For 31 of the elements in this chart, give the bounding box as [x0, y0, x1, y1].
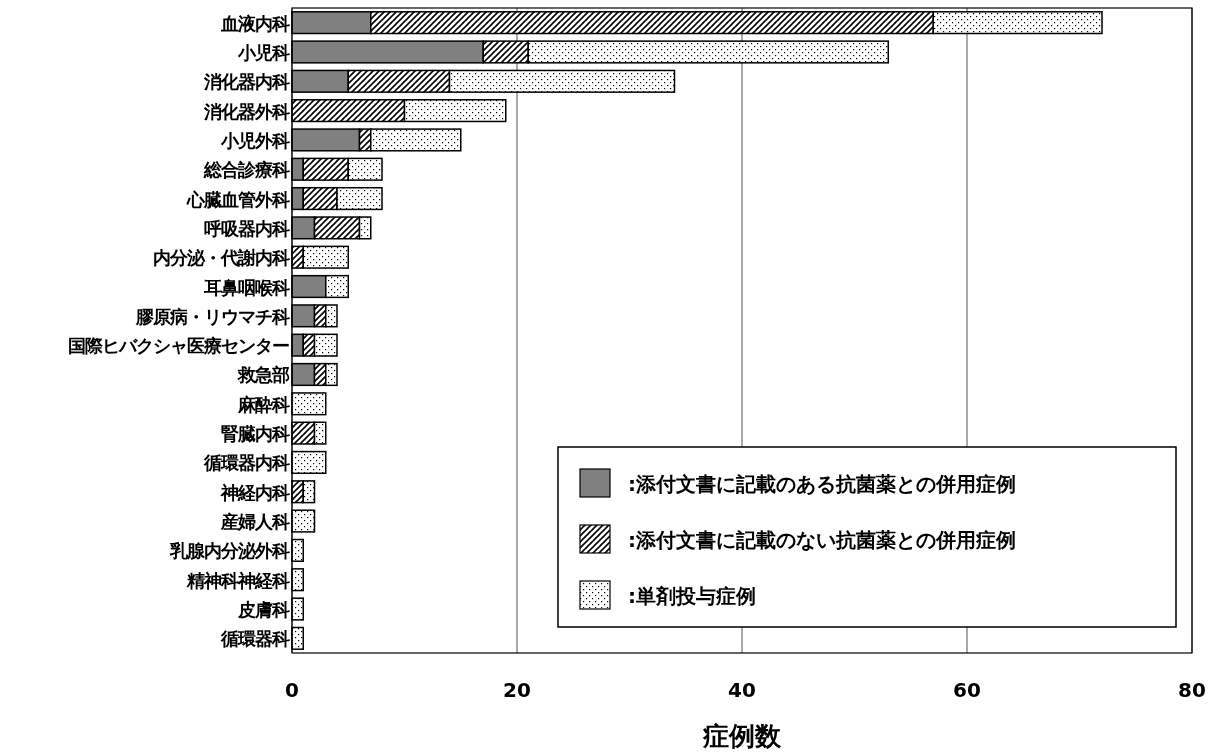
y-tick-label: 皮膚科 [237, 599, 290, 621]
x-tick-label: 20 [503, 678, 531, 702]
y-tick-label: 消化器内科 [203, 71, 290, 93]
y-tick-label: 小児外科 [220, 129, 290, 151]
y-tick-label: 循環器内科 [203, 452, 290, 474]
x-axis-title: 症例数 [702, 721, 782, 751]
legend-label: :添付文書に記載のある抗菌薬との併用症例 [628, 472, 1016, 496]
y-tick-label: 呼吸器内科 [204, 217, 290, 239]
y-tick-label: 血液内科 [220, 12, 290, 34]
y-tick-label: 消化器外科 [203, 100, 290, 122]
y-tick-label: 循環器科 [220, 628, 290, 650]
y-tick-label: 乳腺内分泌外科 [169, 540, 290, 562]
y-tick-label: 小児科 [237, 41, 290, 63]
y-tick-label: 精神科神経科 [186, 569, 290, 591]
y-tick-label: 耳鼻咽喉科 [203, 276, 290, 298]
y-tick-label: 麻酔科 [237, 393, 290, 415]
y-tick-label: 内分泌・代謝内科 [153, 247, 290, 269]
y-tick-label: 腎臓内科 [221, 423, 290, 445]
legend-label: :単剤投与症例 [628, 584, 756, 608]
y-tick-label: 心臓血管外科 [186, 188, 290, 210]
x-tick-label: 0 [285, 678, 299, 702]
y-tick-label: 救急部 [237, 364, 290, 386]
y-tick-label: 膠原病・リウマチ科 [135, 305, 290, 327]
x-tick-label: 40 [728, 678, 756, 702]
y-tick-label: 国際ヒバクシャ医療センター [68, 335, 289, 357]
legend-label: :添付文書に記載のない抗菌薬との併用症例 [628, 528, 1016, 552]
x-tick-label: 60 [953, 678, 981, 702]
y-tick-label: 神経内科 [220, 481, 290, 503]
y-tick-label: 産婦人科 [220, 511, 290, 533]
x-tick-label: 80 [1178, 678, 1206, 702]
y-tick-label: 総合診療科 [203, 159, 290, 181]
